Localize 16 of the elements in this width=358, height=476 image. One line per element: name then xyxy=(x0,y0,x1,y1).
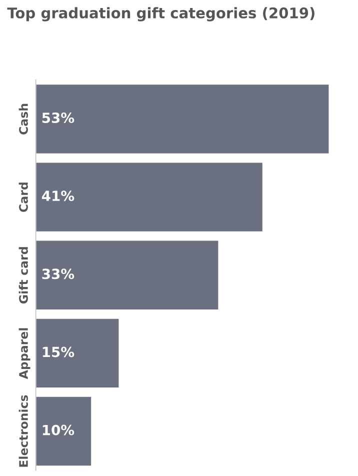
bar xyxy=(36,318,119,388)
data-label: 53% xyxy=(42,112,74,124)
y-tick-label: Electronics xyxy=(18,395,28,467)
y-tick-label: Apparel xyxy=(18,328,30,380)
bar xyxy=(36,84,329,154)
data-label: 15% xyxy=(42,346,74,358)
data-label: 33% xyxy=(42,268,74,280)
data-label: 41% xyxy=(42,190,74,202)
bar xyxy=(36,240,218,310)
bar xyxy=(36,162,262,232)
y-tick-label: Cash xyxy=(18,104,28,134)
y-tick-label: Gift card xyxy=(18,247,28,304)
data-label: 10% xyxy=(42,424,74,436)
y-tick-label: Card xyxy=(18,182,28,212)
chart-title: Top graduation gift categories (2019) xyxy=(7,7,314,22)
bar xyxy=(36,396,92,466)
